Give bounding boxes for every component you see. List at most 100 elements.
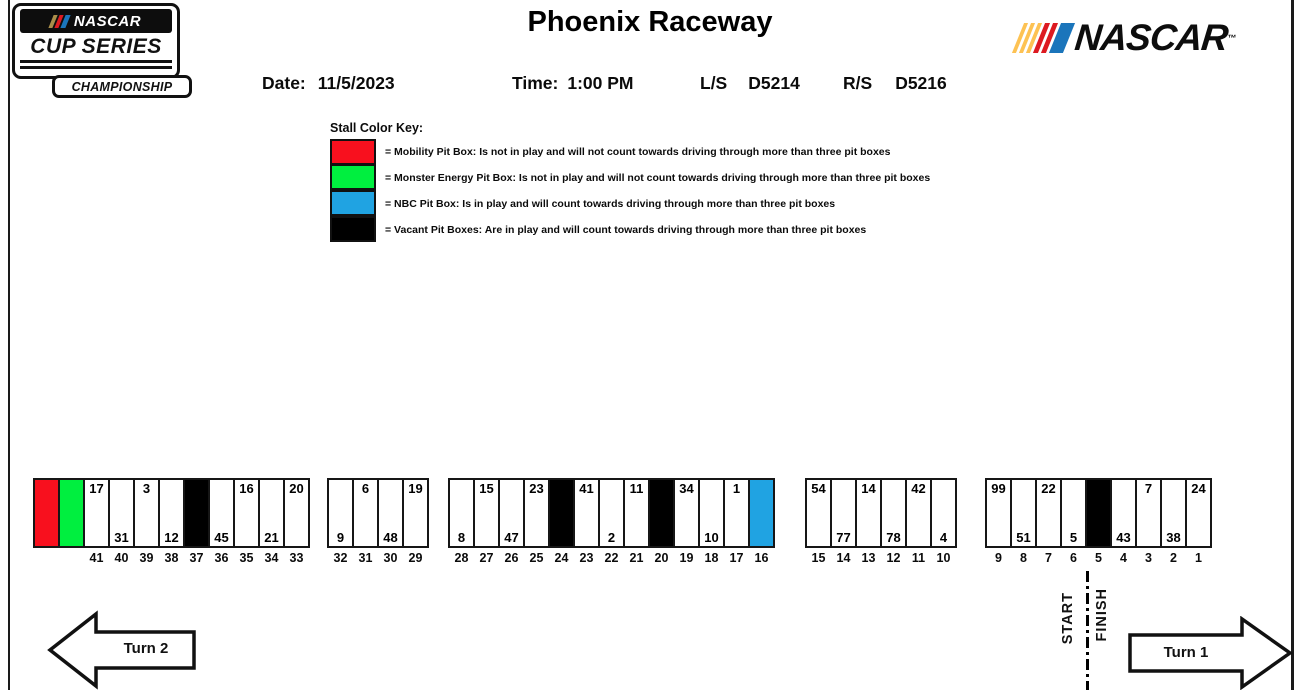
car-number: 51 [1016,530,1031,545]
color-key-row-vacant: = Vacant Pit Boxes: Are in play and will… [330,216,930,243]
stall-number: 25 [529,551,544,565]
stall-number-row: 15 14 13 12 11 10 [805,551,957,565]
color-key-text: = Mobility Pit Box: Is not in play and w… [385,146,891,158]
pit-box-stall-32: 9 [327,478,354,548]
stall-number: 11 [911,551,926,565]
stall-number: 31 [358,551,373,565]
pit-box-stall-26: 47 [498,478,525,548]
pit-box-stall-25: 23 [523,478,550,548]
color-key-row-mobility: = Mobility Pit Box: Is not in play and w… [330,139,930,165]
stall-number-row: 9 8 7 6 5 4 3 2 1 [985,551,1212,565]
pit-group-2: 9 6 48 19 32 31 30 29 [327,478,429,565]
time-field: Time: 1:00 PM [512,73,634,94]
car-number: 14 [861,481,876,496]
color-key-row-monster-energy: = Monster Energy Pit Box: Is not in play… [330,164,930,191]
stall-number: 35 [239,551,254,565]
stall-number: 13 [861,551,876,565]
car-number: 11 [629,481,644,496]
date-label: Date: [262,73,306,93]
pit-box-blue [748,478,775,548]
stall-number: 9 [995,551,1002,565]
stall-number: 15 [811,551,826,565]
pit-box-stall-28: 8 [448,478,475,548]
pit-box-stall-3: 7 [1135,478,1162,548]
start-finish-line [1086,571,1089,690]
pit-box-stall-13: 14 [855,478,882,548]
turn-2-label: Turn 2 [123,640,169,657]
car-number: 34 [679,481,694,496]
pit-box-stall-30: 48 [377,478,404,548]
finish-label: FINISH [1094,588,1110,642]
stall-number: 18 [704,551,719,565]
stall-number: 14 [836,551,851,565]
cup-series-championship-logo: NASCAR CUP SERIES CHAMPIONSHIP [12,3,192,98]
stall-number: 39 [139,551,154,565]
car-number: 9 [336,530,345,545]
stall-number: 38 [164,551,179,565]
pit-box-vacant [648,478,675,548]
cup-logo-nascar-text: NASCAR [73,12,142,30]
stall-number: 17 [729,551,744,565]
left-side-field: L/S D5214 [700,73,800,94]
pit-box-stall-10: 4 [930,478,957,548]
pit-box-vacant [183,478,210,548]
car-number: 19 [408,481,423,496]
pit-box-stall-8: 51 [1010,478,1037,548]
pit-lane-diagram: 17 31 3 12 45 16 21 20 41 40 39 38 37 36 35 34 33 9 6 48 19 3… [0,478,1300,568]
stall-number: 29 [408,551,423,565]
pit-box-stall-18: 10 [698,478,725,548]
car-number: 38 [1166,530,1181,545]
car-number: 54 [811,481,826,496]
stall-number: 4 [1120,551,1127,565]
pit-group-4: 54 77 14 78 42 4 15 14 13 12 11 10 [805,478,957,565]
pit-box-stall-1: 24 [1185,478,1212,548]
stall-number: 19 [679,551,694,565]
pit-box-stall-7: 22 [1035,478,1062,548]
stall-number: 8 [1020,551,1027,565]
stall-number: 34 [264,551,279,565]
stall-number: 21 [629,551,644,565]
car-number: 21 [264,530,279,545]
stall-number: 27 [479,551,494,565]
right-side-value: D5216 [895,73,947,93]
cup-logo-championship-tab: CHAMPIONSHIP [52,75,192,98]
pit-box-stall-19: 34 [673,478,700,548]
turn-1-arrow: Turn 1 [1126,615,1294,690]
stall-number: 1 [1195,551,1202,565]
page-border-right [1291,0,1294,690]
right-arrow-icon [1128,615,1294,690]
pit-group-1: 17 31 3 12 45 16 21 20 41 40 39 38 37 36 35 34 33 [33,478,310,565]
stall-number [34,551,59,565]
turn-1-label: Turn 1 [1163,644,1209,661]
pit-box-stall-29: 19 [402,478,429,548]
pit-boxes: 9 6 48 19 [327,478,429,548]
left-side-label: L/S [700,73,728,93]
stall-number: 30 [383,551,398,565]
date-value: 11/5/2023 [317,73,395,93]
stall-number: 26 [504,551,519,565]
car-number: 4 [939,530,948,545]
pit-group-3: 8 15 47 23 41 2 11 34 10 1 28 27 26 25 24 23 22 21 20 19 18 1… [448,478,775,565]
pit-box-stall-23: 41 [573,478,600,548]
car-number: 45 [214,530,229,545]
pit-boxes: 17 31 3 12 45 16 21 20 [33,478,310,548]
vacant-swatch [330,216,376,242]
pit-box-stall-33: 20 [283,478,310,548]
pit-box-stall-38: 12 [158,478,185,548]
pit-box-vacant [548,478,575,548]
stall-number: 5 [1095,551,1102,565]
cup-logo-series-text: CUP SERIES [30,35,162,58]
stall-number: 41 [89,551,104,565]
pit-box-stall-9: 99 [985,478,1012,548]
car-number: 99 [991,481,1006,496]
page-title: Phoenix Raceway [527,6,773,38]
start-label: START [1060,592,1076,645]
cup-logo-frame: NASCAR CUP SERIES [12,3,180,79]
car-number: 15 [479,481,494,496]
pit-box-stall-36: 45 [208,478,235,548]
car-number: 78 [886,530,901,545]
right-side-field: R/S D5216 [843,73,947,94]
pit-group-5: 99 51 22 5 43 7 38 24 9 8 7 6 5 4 3 2 1 [985,478,1212,565]
car-number: 1 [732,481,741,496]
